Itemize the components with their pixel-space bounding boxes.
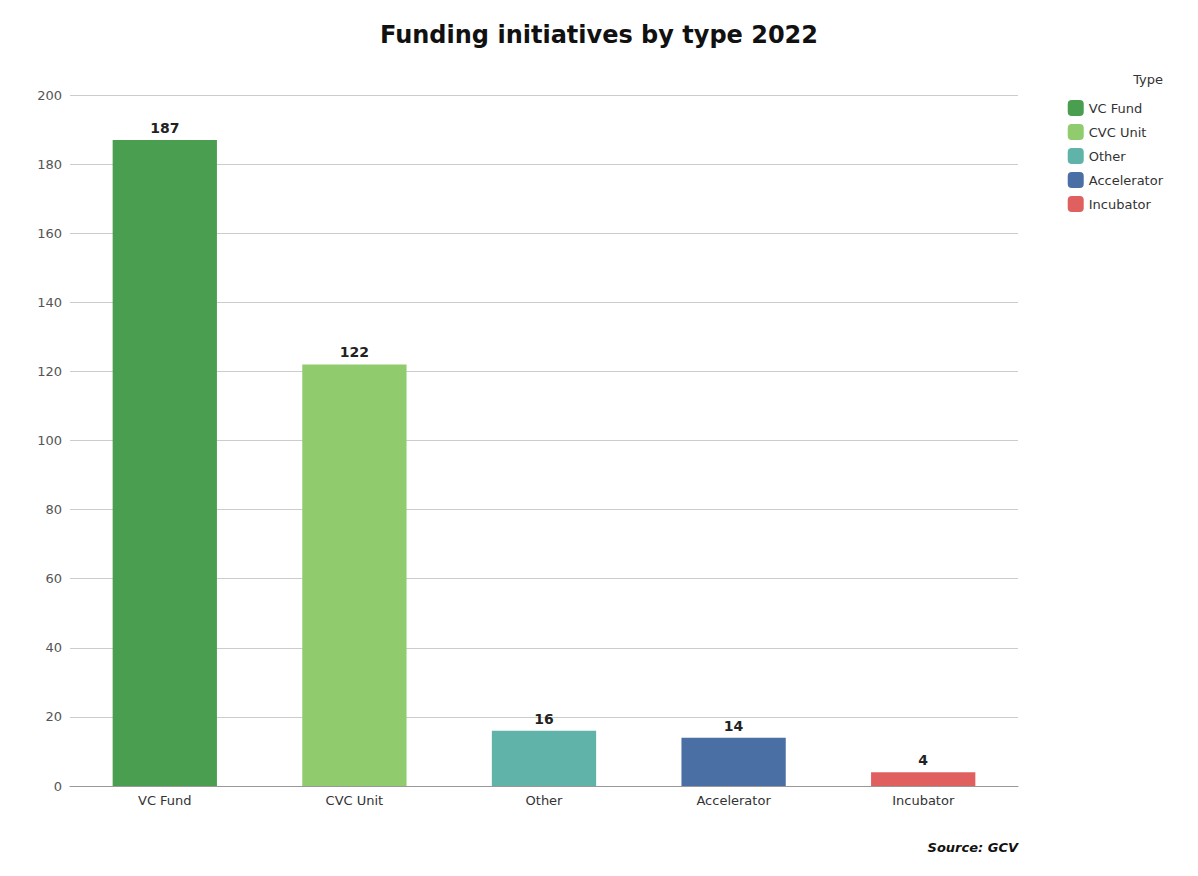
svg-text:Incubator: Incubator [1089, 197, 1152, 212]
svg-text:Other: Other [526, 793, 564, 808]
svg-text:20: 20 [45, 709, 62, 724]
svg-text:60: 60 [45, 571, 62, 586]
svg-text:160: 160 [37, 226, 62, 241]
svg-text:100: 100 [37, 433, 62, 448]
svg-text:CVC Unit: CVC Unit [326, 793, 384, 808]
svg-text:Source: GCV: Source: GCV [928, 840, 1019, 855]
svg-text:Accelerator: Accelerator [696, 793, 771, 808]
svg-text:40: 40 [45, 640, 62, 655]
svg-text:80: 80 [45, 502, 62, 517]
svg-text:Accelerator: Accelerator [1089, 173, 1164, 188]
svg-text:180: 180 [37, 157, 62, 172]
svg-text:VC Fund: VC Fund [138, 793, 192, 808]
svg-text:CVC Unit: CVC Unit [1089, 125, 1147, 140]
svg-text:140: 140 [37, 295, 62, 310]
svg-text:200: 200 [37, 88, 62, 103]
svg-text:120: 120 [37, 364, 62, 379]
svg-text:Other: Other [1089, 149, 1127, 164]
svg-text:4: 4 [918, 752, 928, 768]
svg-text:VC Fund: VC Fund [1089, 101, 1143, 116]
svg-text:Type: Type [1132, 72, 1163, 87]
svg-text:122: 122 [340, 344, 369, 360]
svg-text:0: 0 [54, 779, 62, 794]
svg-text:187: 187 [150, 120, 179, 136]
svg-text:Funding initiatives by type 20: Funding initiatives by type 2022 [380, 21, 818, 49]
svg-text:14: 14 [724, 718, 744, 734]
svg-text:16: 16 [534, 711, 553, 727]
svg-text:Incubator: Incubator [892, 793, 955, 808]
